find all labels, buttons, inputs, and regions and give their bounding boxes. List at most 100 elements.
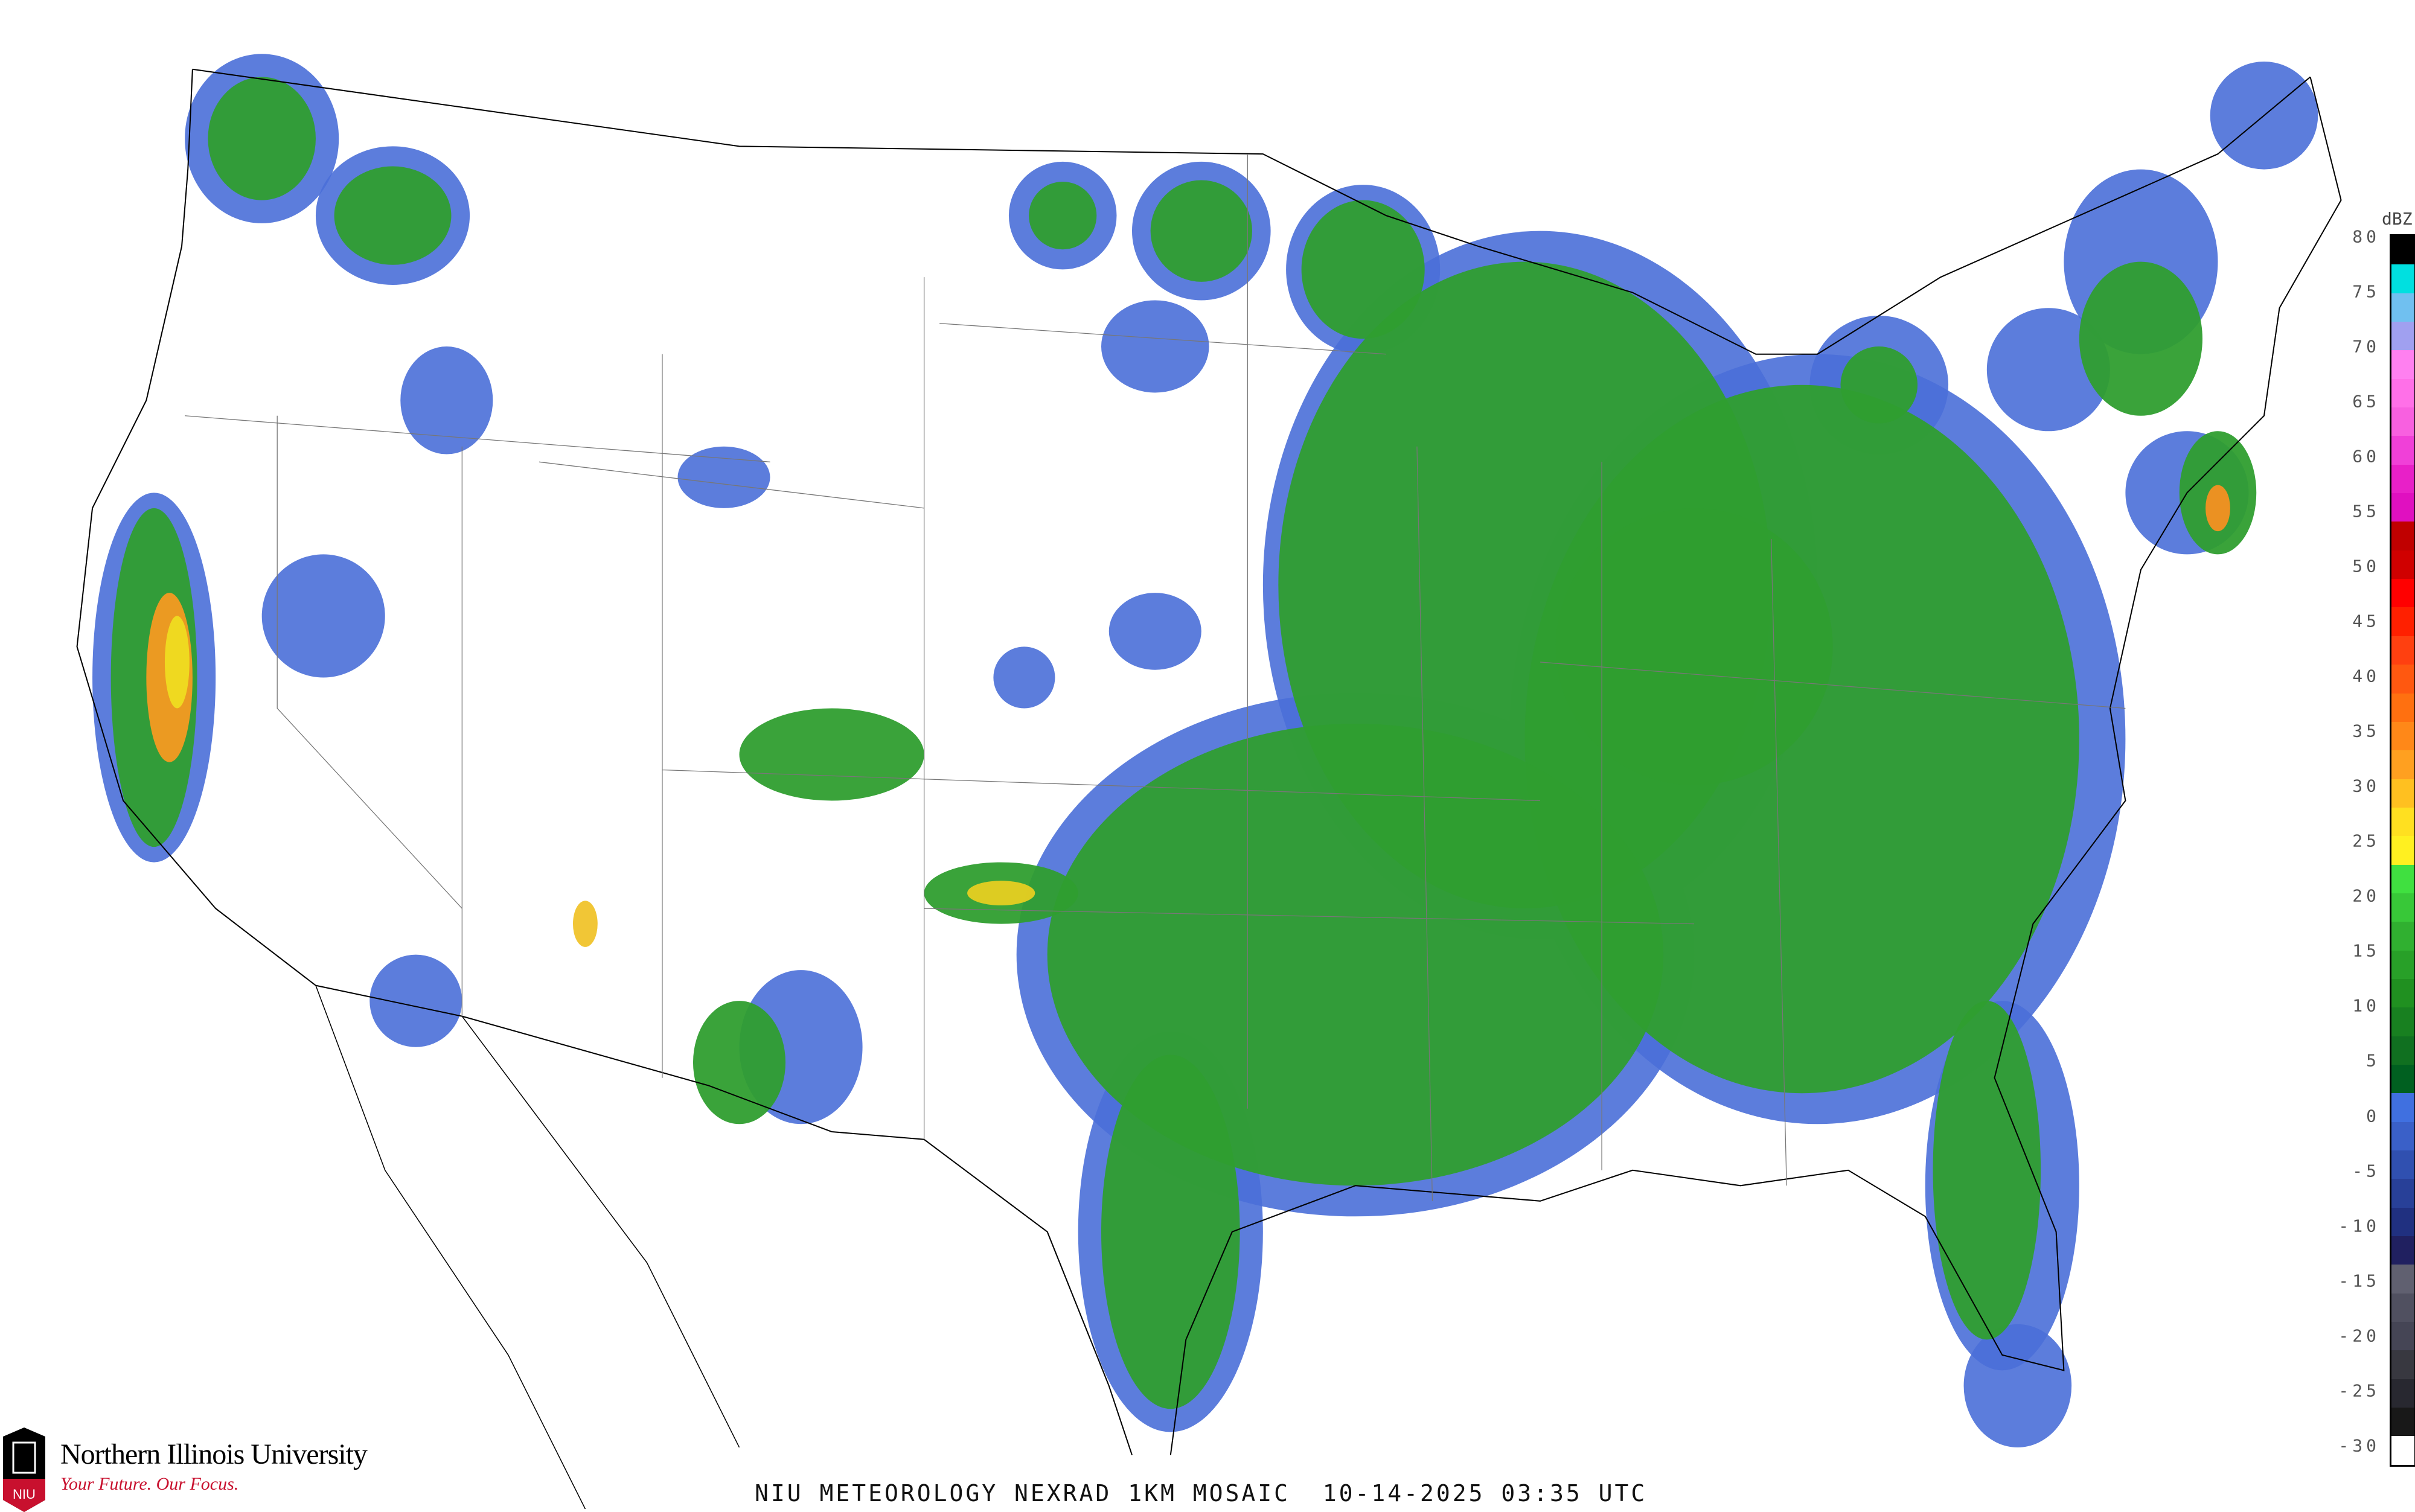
legend-tick-label: 65	[2352, 391, 2380, 412]
legend-swatch	[2391, 1064, 2414, 1094]
legend-tick-label: -15	[2338, 1271, 2380, 1291]
legend-swatch	[2391, 893, 2414, 922]
legend-swatch	[2391, 950, 2414, 979]
radar-echo	[1933, 1001, 2041, 1340]
legend-tick-label: 50	[2352, 556, 2380, 576]
legend-tick-label: 45	[2352, 611, 2380, 631]
legend-tick-label: -25	[2338, 1380, 2380, 1401]
radar-echo	[677, 446, 770, 508]
legend-swatch	[2391, 436, 2414, 465]
legend-swatch	[2391, 264, 2414, 293]
legend-swatch	[2391, 807, 2414, 837]
legend-swatch	[2391, 579, 2414, 608]
legend-tick-label: 25	[2352, 831, 2380, 851]
radar-echo	[572, 901, 598, 947]
legend-swatch	[2391, 493, 2414, 522]
map-caption: NIU METEOROLOGY NEXRAD 1KM MOSAIC 10-14-…	[755, 1480, 1648, 1507]
radar-echo	[369, 954, 462, 1047]
legend-tick-label: 35	[2352, 721, 2380, 741]
radar-echo	[261, 554, 385, 678]
radar-echo	[739, 708, 924, 801]
legend-swatch	[2391, 1207, 2414, 1237]
legend-tick-label: -20	[2338, 1325, 2380, 1346]
svg-text:NIU: NIU	[13, 1487, 36, 1502]
radar-echo	[1029, 182, 1097, 250]
radar-echo	[993, 646, 1055, 709]
radar-echo	[1150, 180, 1252, 282]
legend-swatch	[2391, 1150, 2414, 1179]
radar-echo	[208, 77, 316, 200]
radar-echo	[334, 166, 452, 265]
radar-echo	[1555, 508, 1833, 786]
legend-swatch	[2391, 750, 2414, 779]
legend-tick-label: 40	[2352, 666, 2380, 686]
legend-swatch	[2391, 693, 2414, 722]
legend-tick-label: -30	[2338, 1435, 2380, 1456]
legend-tick-label: 80	[2352, 226, 2380, 247]
radar-echo	[164, 616, 190, 709]
niu-logo-icon: NIU	[3, 1427, 45, 1512]
radar-echo	[1301, 200, 1425, 339]
legend-swatch	[2391, 1179, 2414, 1208]
legend-tick-label: 10	[2352, 995, 2380, 1016]
legend-swatch	[2391, 1121, 2414, 1150]
legend-tick-label: 20	[2352, 885, 2380, 906]
radar-echo	[400, 346, 493, 455]
radar-echo	[2079, 261, 2202, 416]
university-tagline: Your Future. Our Focus.	[60, 1474, 239, 1494]
legend-tick-label: 70	[2352, 336, 2380, 357]
radar-echo	[967, 881, 1035, 905]
legend-swatch	[2391, 522, 2414, 550]
state-borders	[185, 154, 2126, 1201]
legend-swatch	[2391, 1007, 2414, 1036]
legend-tick-label: 5	[2366, 1050, 2380, 1071]
radar-echo-heavy-layer	[146, 485, 2230, 947]
legend-swatch	[2391, 350, 2414, 379]
legend-swatch	[2391, 1093, 2414, 1122]
legend-swatch	[2391, 236, 2414, 265]
radar-echo	[693, 1001, 786, 1124]
canada-border	[192, 68, 2311, 355]
dbz-color-legend	[2390, 234, 2415, 1467]
legend-unit-label: dBZ	[2382, 209, 2413, 229]
legend-tick-label: 75	[2352, 281, 2380, 302]
university-name: Northern Illinois University	[60, 1438, 368, 1470]
legend-tick-label: 30	[2352, 776, 2380, 796]
legend-swatch	[2391, 1322, 2414, 1351]
legend-swatch	[2391, 665, 2414, 694]
legend-swatch	[2391, 864, 2414, 893]
legend-tick-label: 60	[2352, 446, 2380, 467]
legend-swatch	[2391, 1036, 2414, 1065]
legend-swatch	[2391, 1236, 2414, 1265]
legend-swatch	[2391, 607, 2414, 636]
radar-echo	[1840, 346, 1918, 424]
radar-echo	[1101, 1054, 1240, 1409]
legend-swatch	[2391, 779, 2414, 808]
legend-swatch	[2391, 721, 2414, 751]
legend-tick-label: -5	[2352, 1161, 2380, 1181]
legend-swatch	[2391, 378, 2414, 408]
radar-echo	[1047, 723, 1664, 1186]
legend-swatch	[2391, 1350, 2414, 1379]
legend-swatch	[2391, 293, 2414, 322]
radar-echo	[2205, 485, 2230, 532]
legend-swatch	[2391, 836, 2414, 865]
legend-swatch	[2391, 1436, 2414, 1465]
mexico-coast	[315, 985, 740, 1509]
legend-swatch	[2391, 550, 2414, 579]
legend-swatch	[2391, 464, 2414, 494]
radar-echo-rain-layer	[110, 77, 2257, 1409]
legend-swatch	[2391, 636, 2414, 665]
legend-swatch	[2391, 978, 2414, 1008]
legend-swatch	[2391, 922, 2414, 951]
legend-swatch	[2391, 1265, 2414, 1293]
legend-tick-label: 15	[2352, 940, 2380, 961]
legend-tick-label: -10	[2338, 1216, 2380, 1236]
legend-swatch	[2391, 407, 2414, 436]
legend-swatch	[2391, 322, 2414, 351]
legend-swatch	[2391, 1293, 2414, 1322]
radar-echo	[1101, 300, 1209, 393]
radar-echo	[1963, 1324, 2072, 1447]
legend-tick-label: 55	[2352, 501, 2380, 522]
